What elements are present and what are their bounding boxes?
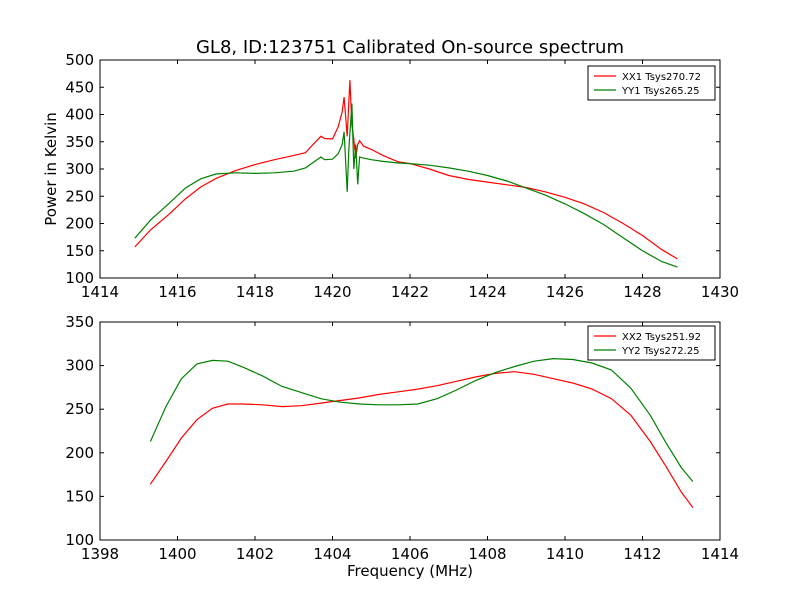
legend-label-2-2: YY2 Tsys272.25	[621, 346, 700, 357]
y-tick-label: 450	[65, 78, 94, 96]
x-tick-label: 1428	[623, 283, 661, 301]
x-tick-label: 1402	[236, 545, 274, 563]
x-tick-label: 1422	[391, 283, 429, 301]
x-tick-label: 1420	[313, 283, 351, 301]
legend-label-1-2: YY1 Tsys265.25	[621, 86, 700, 97]
chart-title: GL8, ID:123751 Calibrated On-source spec…	[196, 37, 624, 58]
y-tick-label: 150	[65, 487, 94, 505]
y-tick-label: 350	[65, 133, 94, 151]
series-line-1-1	[134, 80, 678, 260]
legend-label-1-1: XX1 Tsys270.72	[622, 72, 701, 83]
legend-label-2-1: XX2 Tsys251.92	[622, 332, 701, 343]
x-tick-label: 1404	[313, 545, 351, 563]
x-axis-label-2: Frequency (MHz)	[347, 562, 473, 580]
x-tick-label: 1426	[546, 283, 584, 301]
x-tick-label: 1410	[546, 545, 584, 563]
x-tick-label: 1416	[158, 283, 196, 301]
series-line-1-2	[134, 103, 678, 268]
legend-box-2	[587, 325, 716, 361]
y-axis-label-1: Power in Kelvin	[42, 112, 60, 226]
y-tick-label: 300	[65, 357, 94, 375]
y-tick-label: 200	[65, 444, 94, 462]
x-tick-label: 1424	[468, 283, 506, 301]
x-tick-label: 1430	[701, 283, 739, 301]
y-tick-label: 150	[65, 242, 94, 260]
y-tick-label: 100	[65, 531, 94, 549]
y-tick-label: 200	[65, 215, 94, 233]
y-tick-label: 500	[65, 51, 94, 69]
x-tick-label: 1406	[391, 545, 429, 563]
x-tick-label: 1414	[701, 545, 739, 563]
x-tick-label: 1400	[158, 545, 196, 563]
x-tick-label: 1408	[468, 545, 506, 563]
legend-box-1	[587, 65, 716, 101]
y-tick-label: 350	[65, 313, 94, 331]
x-tick-label: 1398	[81, 545, 119, 563]
y-tick-label: 400	[65, 106, 94, 124]
y-tick-label: 250	[65, 400, 94, 418]
x-tick-label: 1418	[236, 283, 274, 301]
y-tick-label: 100	[65, 269, 94, 287]
x-tick-label: 1412	[623, 545, 661, 563]
y-tick-label: 250	[65, 187, 94, 205]
series-line-2-1	[149, 371, 694, 509]
series-line-2-2	[149, 357, 694, 482]
y-tick-label: 300	[65, 160, 94, 178]
x-tick-label: 1414	[81, 283, 119, 301]
